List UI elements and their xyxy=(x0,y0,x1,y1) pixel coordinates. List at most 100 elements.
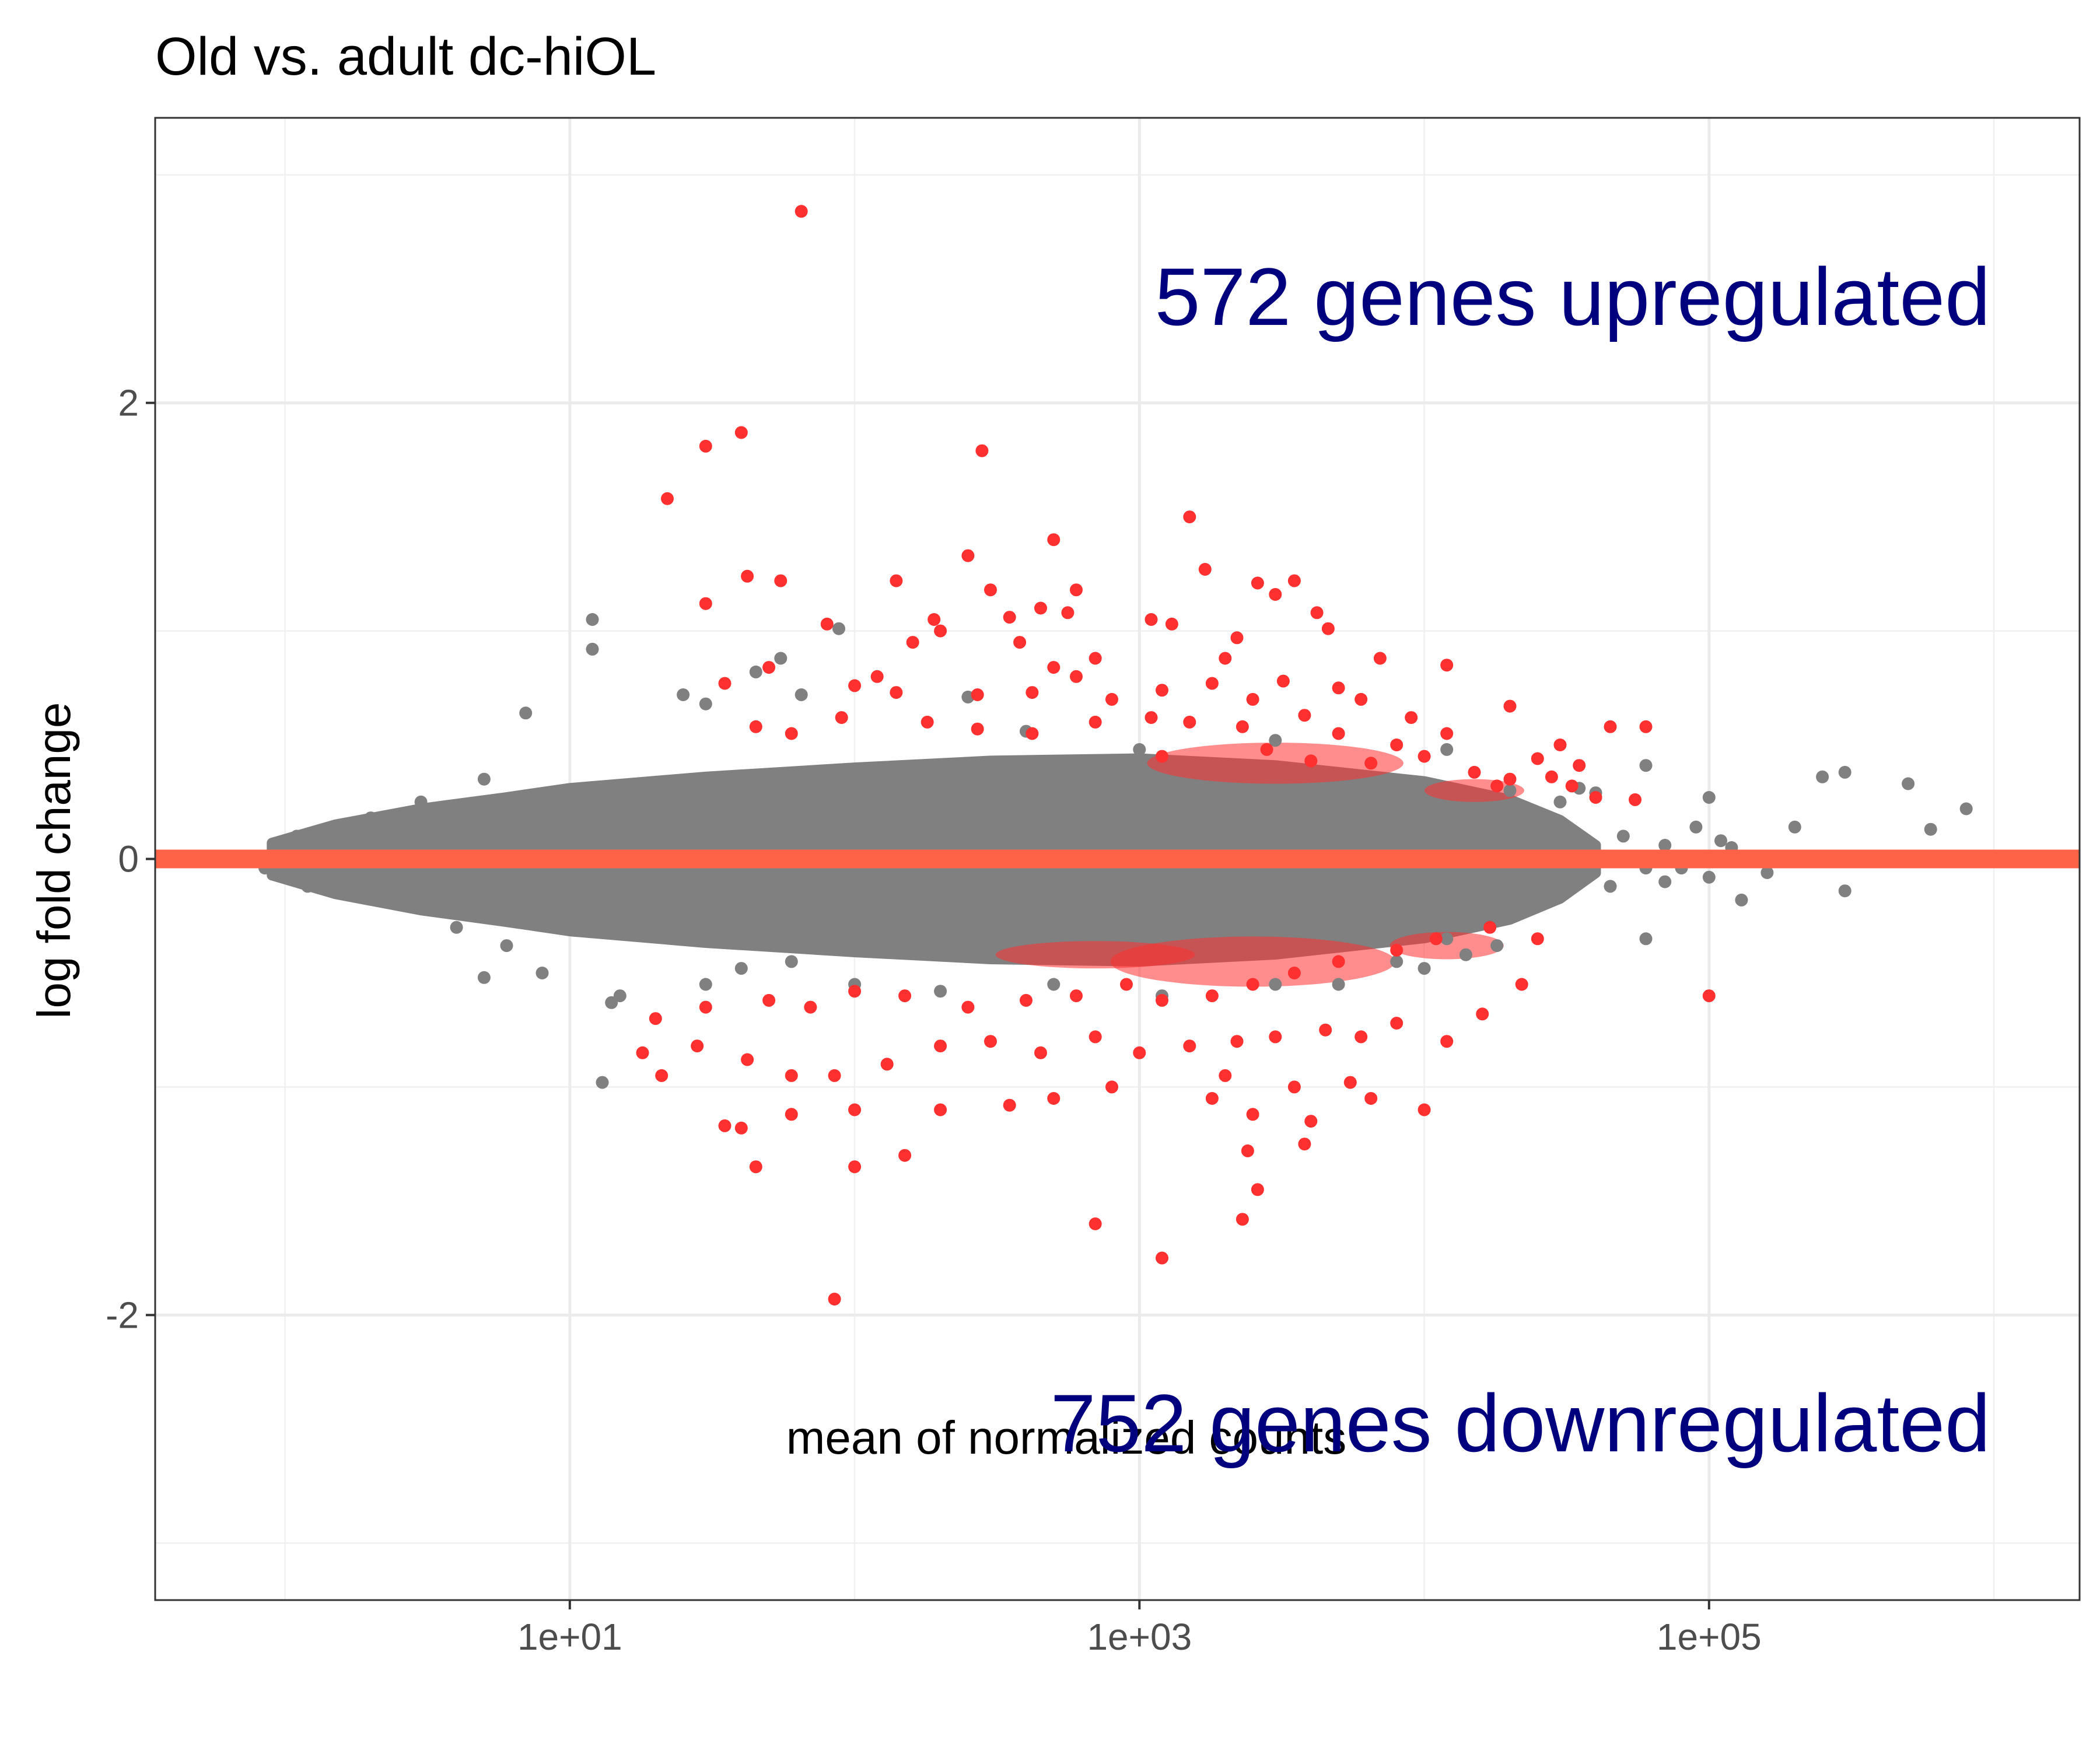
nonsignificant-point xyxy=(1440,932,1454,946)
significant-point xyxy=(1390,1017,1404,1030)
nonsignificant-point xyxy=(699,697,712,710)
nonsignificant-point xyxy=(1838,765,1852,779)
significant-point xyxy=(1120,978,1133,991)
significant-point xyxy=(1321,622,1335,635)
significant-point xyxy=(1573,759,1586,772)
data-points xyxy=(258,205,1973,1306)
significant-point xyxy=(1373,652,1387,665)
significant-point xyxy=(934,1103,947,1116)
nonsignificant-point xyxy=(519,706,533,720)
significant-point xyxy=(1236,1213,1249,1226)
significant-point xyxy=(1205,677,1219,690)
significant-point xyxy=(1236,720,1249,733)
significant-point xyxy=(1287,1080,1301,1094)
significant-point xyxy=(1364,1092,1378,1105)
significant-point xyxy=(971,722,984,736)
significant-point xyxy=(1418,1103,1431,1116)
significant-point xyxy=(1156,750,1168,763)
significant-point xyxy=(785,727,798,740)
significant-point xyxy=(848,1103,862,1116)
nonsignificant-point xyxy=(1838,884,1852,898)
significant-point xyxy=(971,688,984,701)
significant-point xyxy=(1047,1092,1060,1105)
nonsignificant-point xyxy=(1924,822,1937,836)
significant-point xyxy=(1230,631,1244,645)
nonsignificant-point xyxy=(1689,820,1703,834)
significant-point xyxy=(906,636,919,649)
nonsignificant-point xyxy=(1503,902,1517,916)
significant-point xyxy=(1298,709,1311,722)
significant-point-cloud xyxy=(995,743,1524,987)
nonsignificant-point xyxy=(1735,893,1748,907)
significant-point xyxy=(1219,652,1232,665)
significant-point xyxy=(1287,574,1301,587)
significant-point xyxy=(1269,1030,1282,1044)
nonsignificant-point xyxy=(1269,734,1282,747)
significant-point xyxy=(1246,978,1259,991)
nonsignificant-point xyxy=(1702,791,1716,804)
significant-point xyxy=(1429,932,1443,946)
x-tick-label: 1e+05 xyxy=(1657,1616,1762,1658)
nonsignificant-point xyxy=(1788,820,1801,834)
significant-point xyxy=(1702,989,1716,1003)
significant-point xyxy=(1354,1030,1368,1044)
nonsignificant-point xyxy=(1562,875,1575,888)
significant-point xyxy=(718,677,732,690)
significant-point xyxy=(1589,791,1602,804)
significant-point xyxy=(1390,943,1404,957)
significant-point xyxy=(1483,921,1497,934)
significant-point xyxy=(1298,1138,1311,1151)
significant-point xyxy=(975,444,989,457)
nonsignificant-point xyxy=(1440,743,1454,756)
nonsignificant-point xyxy=(536,967,549,979)
significant-point xyxy=(741,569,754,583)
significant-point xyxy=(1639,720,1653,733)
significant-point xyxy=(1156,684,1168,697)
significant-point xyxy=(1246,692,1259,706)
significant-point xyxy=(1531,932,1544,946)
significant-point xyxy=(1020,993,1032,1007)
significant-point xyxy=(1418,750,1431,763)
significant-point xyxy=(785,1108,798,1121)
significant-point xyxy=(1183,715,1196,729)
significant-point xyxy=(1287,967,1301,979)
significant-point xyxy=(762,661,776,674)
significant-point xyxy=(934,1040,947,1053)
significant-point xyxy=(1390,738,1404,751)
nonsignificant-point xyxy=(1418,962,1431,975)
significant-point xyxy=(699,597,712,610)
nonsignificant-point xyxy=(613,989,626,1003)
significant-point xyxy=(820,617,834,631)
significant-point xyxy=(848,679,862,692)
significant-point xyxy=(984,1035,997,1048)
nonsignificant-point xyxy=(364,811,377,825)
significant-point xyxy=(1503,699,1517,713)
x-tick-label: 1e+03 xyxy=(1087,1616,1192,1658)
significant-cluster xyxy=(995,941,1195,969)
significant-point xyxy=(1156,993,1168,1007)
nonsignificant-point xyxy=(1959,802,1973,816)
significant-point xyxy=(636,1046,649,1059)
significant-point xyxy=(1047,661,1060,674)
significant-cluster xyxy=(1390,932,1504,960)
significant-point xyxy=(1468,765,1481,779)
significant-point xyxy=(1088,652,1102,665)
significant-point xyxy=(1205,989,1219,1003)
significant-point xyxy=(1629,793,1642,806)
y-tick-label: 2 xyxy=(118,382,139,424)
nonsignificant-point xyxy=(794,688,808,701)
significant-point xyxy=(1545,770,1558,783)
significant-point xyxy=(961,549,975,562)
significant-point xyxy=(1241,1144,1254,1157)
significant-point xyxy=(1246,1108,1259,1121)
nonsignificant-point xyxy=(1468,909,1481,923)
nonsignificant-point xyxy=(586,642,599,656)
significant-point xyxy=(1565,779,1578,793)
significant-point xyxy=(1061,606,1074,620)
significant-point xyxy=(1105,1080,1118,1094)
significant-point xyxy=(1198,563,1212,576)
significant-point xyxy=(898,989,912,1003)
significant-point xyxy=(1047,533,1060,547)
nonsignificant-point xyxy=(1616,830,1630,843)
